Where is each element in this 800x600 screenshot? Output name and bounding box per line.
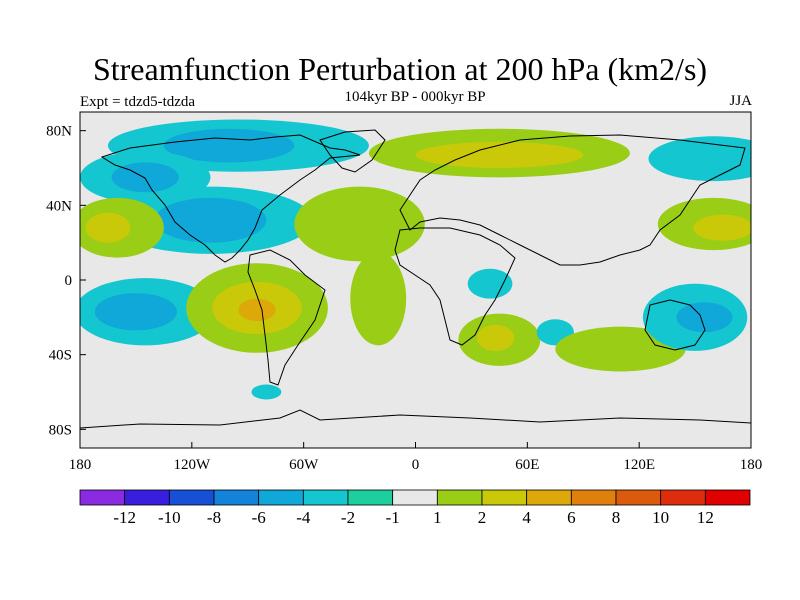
colorbar-box	[213, 489, 260, 506]
y-tick-label: 80S	[49, 422, 72, 438]
field-region-18	[477, 324, 515, 351]
colorbar-label: -1	[386, 508, 400, 527]
field-region-21	[555, 326, 686, 372]
x-tick-label: 180	[740, 457, 763, 473]
colorbar-box	[258, 489, 304, 506]
field-region-27	[251, 384, 282, 400]
y-tick-label: 80N	[46, 124, 72, 140]
colorbar-label: 1	[433, 508, 442, 527]
chart-title: Streamfunction Perturbation at 200 hPa (…	[92, 51, 708, 87]
x-tick-label: 0	[412, 457, 420, 473]
x-tick-label: 60W	[289, 457, 319, 473]
x-axis: 180 120W 60W 0 60E 120E 180	[69, 442, 763, 473]
field-region-16	[350, 251, 407, 346]
experiment-label: Expt = tdzd5-tdzda	[80, 94, 196, 110]
field-region-25	[693, 214, 751, 241]
period-label: 104kyr BP - 000kyr BP	[344, 89, 486, 105]
field-region-12	[238, 298, 276, 322]
coastline-north-america	[100, 134, 361, 263]
colorbar: -12 -10 -8 -6 -4 -2 -1 1 2 4 6 8 10 12	[79, 489, 751, 527]
field-region-7	[94, 293, 177, 331]
colorbar-label: 12	[697, 508, 714, 527]
season-label: JJA	[729, 93, 752, 109]
field-region-9	[85, 212, 131, 243]
colorbar-label: -6	[252, 508, 266, 527]
colorbar-box	[168, 489, 215, 506]
colorbar-box	[660, 489, 706, 506]
colorbar-label: -4	[296, 508, 311, 527]
x-tick-label: 180	[69, 457, 92, 473]
coastline-south-america	[247, 249, 326, 386]
field-region-14	[415, 141, 584, 168]
y-tick-label: 0	[65, 273, 73, 289]
colorbar-box	[704, 489, 751, 506]
colorbar-label: -10	[158, 508, 181, 527]
coastline-antarctica	[80, 409, 751, 429]
y-tick-label: 40N	[46, 198, 72, 214]
colorbar-box	[392, 489, 438, 506]
colorbar-label: 8	[612, 508, 621, 527]
x-tick-label: 120E	[623, 457, 655, 473]
colorbar-box	[615, 489, 662, 506]
colorbar-box	[570, 489, 617, 506]
y-tick-label: 40S	[49, 348, 72, 364]
y-axis: 80N 40N 0 40S 80S	[46, 124, 86, 438]
coastline-layer	[80, 129, 751, 429]
colorbar-box	[347, 489, 394, 506]
colorbar-label: 2	[478, 508, 487, 527]
colorbar-box	[436, 489, 483, 506]
field-layer	[80, 119, 751, 400]
colorbar-label: -2	[341, 508, 355, 527]
colorbar-box	[481, 489, 528, 506]
colorbar-label: -8	[207, 508, 221, 527]
field-region-5	[154, 197, 267, 243]
field-region-15	[294, 186, 425, 262]
colorbar-label: 10	[652, 508, 669, 527]
colorbar-label: 4	[522, 508, 531, 527]
coastline-greenland	[319, 129, 386, 173]
x-tick-label: 60E	[515, 457, 539, 473]
colorbar-label: 6	[567, 508, 576, 527]
coastline-eurasia	[399, 134, 746, 266]
field-region-19	[467, 268, 513, 299]
coastline-australia	[644, 299, 706, 351]
colorbar-box	[302, 489, 349, 506]
x-tick-label: 120W	[173, 457, 211, 473]
colorbar-box	[124, 489, 170, 506]
colorbar-box	[526, 489, 572, 506]
coastline-africa	[394, 227, 516, 346]
colorbar-label: -12	[113, 508, 136, 527]
field-region-26	[648, 136, 751, 182]
field-region-23	[676, 302, 733, 333]
field-region-1	[163, 128, 295, 163]
colorbar-box	[79, 489, 126, 506]
